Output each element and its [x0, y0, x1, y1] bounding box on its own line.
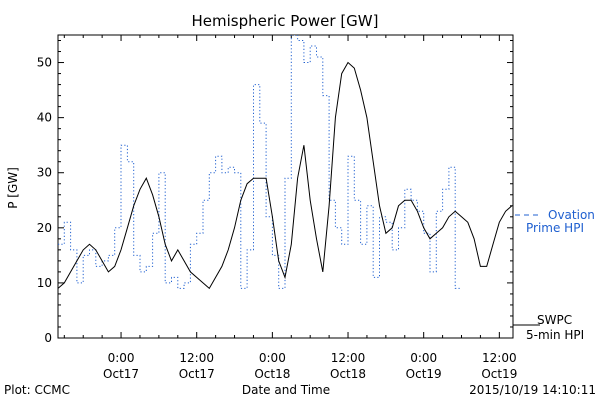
x-tick-label-date: Oct18: [254, 367, 290, 381]
series-ovation-prime-hpi: [58, 35, 462, 289]
y-tick-label: 30: [37, 166, 52, 180]
y-tick-label: 50: [37, 56, 52, 70]
legend-swpc-line2: 5-min HPI: [526, 328, 584, 342]
footer-timestamp: 2015/10/19 14:10:11: [469, 383, 596, 397]
plot-frame: [57, 34, 514, 339]
footer-plot-credit: Plot: CCMC: [4, 383, 70, 397]
chart-title: Hemispheric Power [GW]: [192, 12, 379, 30]
y-tick-label: 20: [37, 221, 52, 235]
x-axis-label: Date and Time: [242, 383, 330, 397]
x-tick-label-date: Oct19: [406, 367, 442, 381]
x-tick-label-date: Oct17: [103, 367, 139, 381]
legend-ovation-line1: Ovation: [548, 208, 595, 222]
y-tick-label: 40: [37, 111, 52, 125]
x-tick-label-time: 0:00: [108, 351, 135, 365]
legend-ovation-line2: Prime HPI: [526, 221, 584, 235]
y-tick-label: 10: [37, 276, 52, 290]
x-tick-label-date: Oct18: [330, 367, 366, 381]
legend-swpc: SWPC 5-min HPI: [513, 313, 584, 342]
y-tick-label: 0: [44, 331, 52, 345]
x-tick-label-date: Oct19: [481, 367, 517, 381]
x-tick-label-time: 12:00: [331, 351, 366, 365]
y-axis-label: P [GW]: [6, 167, 20, 209]
legend-ovation: Ovation Prime HPI: [515, 208, 595, 235]
x-tick-label-time: 12:00: [179, 351, 214, 365]
x-tick-label-time: 0:00: [259, 351, 286, 365]
x-tick-label-time: 12:00: [482, 351, 517, 365]
series-swpc-5min-hpi: [58, 61, 513, 290]
y-axis-ticks: 0 10 20 30 40 50: [37, 40, 513, 345]
legend-swpc-line1: SWPC: [537, 313, 572, 327]
x-tick-label-time: 0:00: [410, 351, 437, 365]
x-axis-ticks: 0:00 Oct17 12:00 Oct17 0:00 Oct18 12:00 Oct18 0:…: [63, 35, 517, 381]
x-tick-label-date: Oct17: [179, 367, 215, 381]
